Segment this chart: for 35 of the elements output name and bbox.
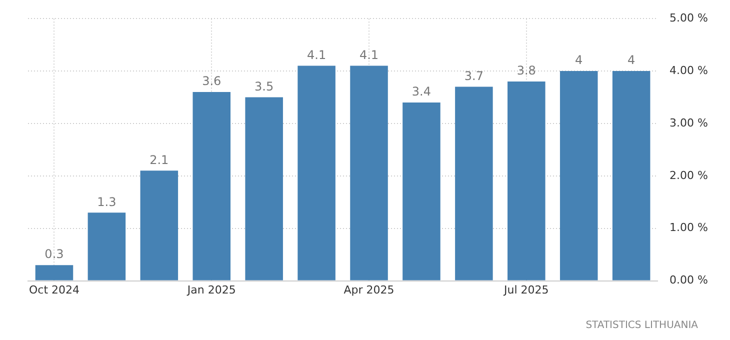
data-label: 4 [575, 53, 583, 68]
data-label: 4.1 [307, 48, 326, 62]
bar [560, 71, 598, 280]
data-label: 4 [628, 53, 636, 68]
y-tick-label: 3.00 % [670, 116, 708, 130]
bar [88, 212, 126, 280]
bar [35, 265, 74, 280]
text: STATISTICS LITHUANIA [586, 320, 698, 331]
bar [455, 86, 493, 280]
bar [612, 71, 650, 280]
x-tick-label: Oct 2024 [28, 283, 80, 296]
x-tick-label: Jul 2025 [503, 283, 549, 296]
y-tick-label: 4.00 % [670, 64, 708, 77]
y-tick-label: 2.00 % [670, 168, 708, 182]
data-label: 3.4 [412, 84, 432, 99]
x-tick-label: Apr 2025 [344, 283, 394, 296]
data-label: 3.7 [464, 68, 484, 83]
bar [192, 92, 231, 280]
y-tick-label: 0.00 % [670, 274, 708, 287]
data-label: 1.3 [97, 194, 116, 209]
bar [140, 170, 178, 280]
bar [350, 66, 388, 280]
y-tick-label: 1.00 % [670, 221, 708, 234]
x-tick-label: Jan 2025 [186, 283, 236, 296]
bar [508, 82, 546, 280]
data-label: 3.6 [202, 74, 222, 88]
data-label: 3.8 [516, 64, 536, 78]
data-label: 3.5 [254, 79, 274, 94]
y-tick-label: 5.00 % [670, 11, 708, 24]
bar [402, 102, 440, 280]
bar [245, 97, 283, 280]
data-label: 0.3 [44, 247, 64, 262]
data-label: 4.1 [359, 48, 379, 62]
bar [298, 66, 336, 280]
data-label: 2.1 [150, 152, 169, 167]
